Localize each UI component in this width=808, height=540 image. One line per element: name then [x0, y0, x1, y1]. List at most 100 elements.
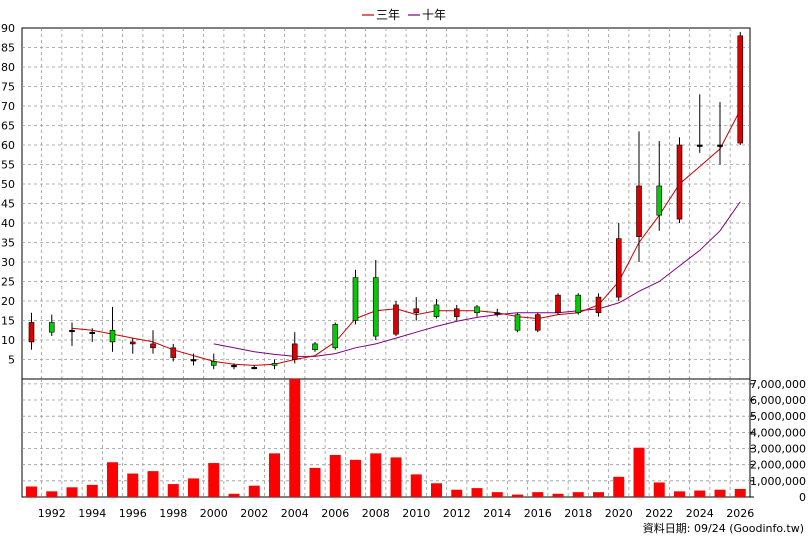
candles: [28, 31, 744, 370]
price-tick-label: 90: [1, 22, 15, 35]
volume-panel: 0 1,000,000 2,000,000 3,000,000 4,000,000 5,0…: [21, 378, 806, 504]
volume-bar: [431, 483, 442, 497]
volume-bar: [269, 453, 280, 497]
volume-bar: [491, 492, 503, 497]
volume-bar: [552, 493, 564, 497]
candle: [372, 260, 379, 340]
x-tick-label: 2024: [686, 507, 714, 520]
candle: [737, 31, 744, 145]
price-tick-label: 70: [1, 100, 15, 113]
candle: [129, 338, 136, 354]
candle: [433, 299, 440, 319]
candle-body: [312, 343, 318, 351]
candle-body: [737, 35, 744, 144]
candle-body: [676, 144, 683, 220]
candle: [514, 312, 521, 333]
volume-bar: [410, 474, 422, 497]
candle-body: [210, 361, 217, 366]
volume-bar: [512, 494, 523, 497]
candle: [393, 301, 399, 337]
candle: [69, 322, 75, 346]
volume-bar: [390, 457, 402, 497]
x-axis: 1992 1994 1996 1998 2000 2002 2004 2006 2008 2010…: [38, 507, 755, 520]
x-tick-label: 2002: [240, 507, 268, 520]
volume-bar: [66, 487, 78, 497]
candle-body: [352, 277, 359, 321]
footer-source: 資料日期: 09/24 (Goodinfo.tw): [643, 521, 804, 535]
price-tick-label: 55: [1, 159, 15, 172]
candle-body: [514, 314, 521, 331]
ma10-layer: [213, 201, 741, 357]
x-tick-label: 1998: [159, 507, 187, 520]
candle-body: [372, 277, 379, 337]
candle-body: [251, 366, 258, 370]
candle: [413, 297, 420, 321]
volume-tick-label: 2,000,000: [750, 459, 806, 472]
candle-body: [393, 304, 399, 335]
volume-bar: [248, 485, 260, 497]
candle-body: [332, 324, 339, 349]
price-axis: 5 10 15 20 25 30 35 40 45 50 55 60 65 70 75 80 85 90: [1, 22, 15, 367]
candle: [494, 308, 501, 317]
ma10-line: [213, 201, 741, 357]
x-tick-label: 1992: [38, 507, 66, 520]
volume-bar: [613, 476, 625, 497]
candle: [231, 363, 237, 370]
volume-bar: [734, 488, 746, 497]
volume-bar: [714, 489, 726, 497]
candle-body: [474, 306, 480, 314]
price-tick-label: 30: [1, 256, 15, 269]
price-panel: 5 10 15 20 25 30 35 40 45 50 55 60 65 70 75 80 85 90: [1, 22, 751, 380]
x-tick-label: 2014: [483, 507, 511, 520]
candle-body: [170, 347, 177, 358]
candle-body: [555, 294, 561, 313]
volume-bar: [127, 473, 139, 497]
candle: [332, 322, 339, 350]
candle-body: [413, 308, 420, 313]
volume-grid: [22, 379, 750, 497]
candle-body: [636, 185, 642, 237]
x-tick-label: 2004: [281, 507, 309, 520]
x-tick-label: 2016: [524, 507, 552, 520]
volume-bar: [167, 484, 179, 497]
candle-body: [575, 294, 582, 313]
price-tick-label: 85: [1, 42, 15, 55]
volume-bar: [572, 492, 584, 497]
candle: [291, 332, 298, 364]
volume-bars: [26, 379, 746, 497]
volume-bar: [350, 459, 361, 497]
volume-bar: [107, 462, 118, 497]
legend: 三年 十年: [362, 8, 446, 22]
volume-bar: [46, 491, 58, 497]
candle: [615, 223, 622, 301]
candle-body: [150, 343, 156, 349]
candle: [109, 306, 116, 352]
volume-bar: [228, 493, 240, 497]
x-tick-label: 2020: [605, 507, 633, 520]
price-tick-label: 5: [8, 354, 15, 367]
candle-body: [453, 308, 460, 317]
volume-bar: [289, 379, 301, 497]
volume-bar: [653, 482, 665, 497]
candle-body: [190, 359, 197, 362]
volume-bar: [532, 492, 544, 497]
volume-axis: 0 1,000,000 2,000,000 3,000,000 4,000,000 5,0…: [750, 378, 806, 504]
candle-body: [69, 329, 75, 333]
x-tick-label: 2000: [200, 507, 228, 520]
price-tick-label: 25: [1, 276, 15, 289]
candle: [89, 328, 96, 342]
candle: [474, 304, 480, 317]
volume-tick-label: 1,000,000: [750, 475, 806, 488]
candle: [555, 293, 561, 315]
volume-bar: [674, 491, 685, 497]
candle-body: [534, 314, 541, 331]
candle: [696, 94, 703, 153]
volume-bar: [309, 467, 321, 497]
volume-bar: [86, 484, 98, 497]
x-tick-label: 2012: [443, 507, 471, 520]
x-tick-label: 2010: [402, 507, 430, 520]
legend-label-ma10: 十年: [422, 8, 446, 22]
volume-bar: [147, 471, 159, 497]
candle-body: [271, 363, 278, 366]
